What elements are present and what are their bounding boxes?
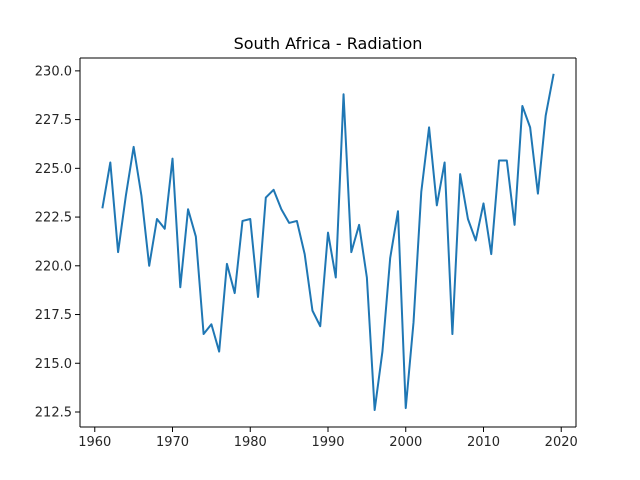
y-tick-label: 217.5 [35, 308, 72, 323]
x-tick-label: 2010 [467, 435, 500, 450]
x-tick-label: 1980 [234, 435, 267, 450]
chart-title: South Africa - Radiation [234, 34, 423, 53]
x-tick-label: 1960 [78, 435, 111, 450]
y-tick-label: 227.5 [35, 113, 72, 128]
x-tick-label: 2020 [545, 435, 578, 450]
y-tick-label: 215.0 [35, 357, 72, 372]
x-tick-label: 1970 [156, 435, 189, 450]
plot-area [80, 58, 576, 427]
x-tick-label: 1990 [311, 435, 344, 450]
y-tick-label: 212.5 [35, 405, 72, 420]
y-tick-label: 225.0 [35, 162, 72, 177]
series-line-0 [101, 73, 555, 412]
y-tick-label: 220.0 [35, 259, 72, 274]
y-tick-label: 222.5 [35, 211, 72, 226]
axes: 1960 1970 1980 1990 2000 2010 2020 212.5 215.0 21… [35, 57, 578, 450]
x-tick-label: 2000 [389, 435, 422, 450]
y-tick-label: 230.0 [35, 64, 72, 79]
